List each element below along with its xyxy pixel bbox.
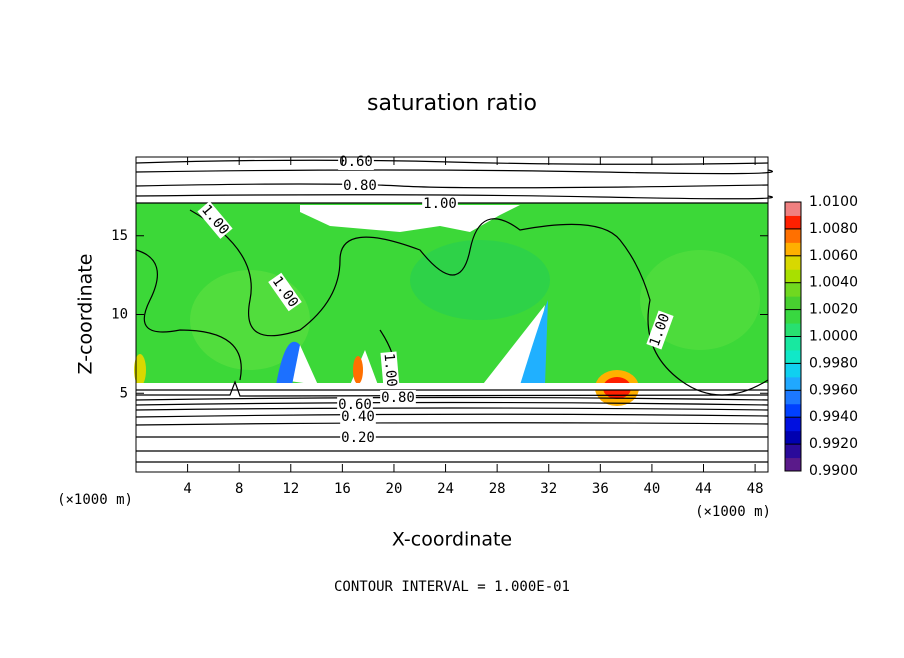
- contour-label: 0.40: [341, 409, 375, 425]
- colorbar-tick-label: 0.9900: [809, 463, 858, 479]
- colorbar-band: [785, 336, 801, 351]
- contour-label-bg: [340, 409, 376, 425]
- x-unit-label: (×1000 m): [695, 504, 771, 520]
- colorbar-band: [785, 255, 801, 270]
- contour-line: [135, 396, 769, 401]
- contour-line: [135, 407, 769, 411]
- colorbar-tick-label: 0.9960: [809, 382, 858, 398]
- colorbar-band: [785, 309, 801, 324]
- colorbar-tick-label: 0.9920: [809, 436, 858, 452]
- field-gap: [282, 305, 545, 388]
- colorbar-band: [785, 417, 801, 432]
- colorbar-band: [785, 202, 801, 216]
- contour-label-bg: [342, 178, 378, 194]
- contour-line: [135, 413, 769, 418]
- x-tick-label: 48: [747, 481, 764, 497]
- colorbar-tick-label: 1.0020: [809, 302, 858, 318]
- colorbar-band: [785, 430, 801, 445]
- contour-line: [189, 209, 769, 396]
- field-patch: [134, 354, 146, 386]
- footer-note: CONTOUR INTERVAL = 1.000E-01: [334, 579, 570, 595]
- colorbar-tick-label: 0.9980: [809, 355, 858, 371]
- contour-line: [135, 183, 769, 189]
- colorbar-band: [785, 282, 801, 297]
- y-tick-label: 10: [111, 307, 128, 323]
- colorbar-band: [785, 457, 801, 472]
- colorbar-band: [785, 215, 801, 230]
- field-patch: [353, 356, 363, 384]
- x-tick-label: 16: [334, 481, 351, 497]
- contour-label-bg: [422, 196, 458, 212]
- field-patch: [410, 240, 550, 320]
- colorbar-band: [785, 363, 801, 378]
- contour-line: [135, 422, 769, 426]
- y-axis-label: Z-coordinate: [75, 254, 97, 375]
- colorbar-band: [785, 376, 801, 391]
- contour-label-bg: [380, 351, 400, 389]
- x-tick-label: 36: [592, 481, 609, 497]
- contour-line: [135, 159, 769, 165]
- colorbar-tick-label: 1.0040: [809, 275, 858, 291]
- contour-label: 0.80: [381, 390, 415, 406]
- x-tick-label: 12: [282, 481, 299, 497]
- colorbar-band: [785, 444, 801, 459]
- contour-line: [135, 401, 769, 406]
- x-tick-label: 32: [540, 481, 557, 497]
- contour-line: [136, 380, 769, 397]
- colorbar-band: [785, 390, 801, 405]
- contour-label-bg: [197, 201, 233, 239]
- contour-label-bg: [268, 272, 302, 312]
- colorbar-band: [785, 242, 801, 257]
- colorbar-band: [785, 269, 801, 284]
- x-axis-label: X-coordinate: [392, 529, 512, 551]
- colorbar-tick-label: 1.0100: [809, 194, 858, 210]
- contour-label: 0.80: [343, 178, 377, 194]
- colorbar-tick-label: 0.9940: [809, 409, 858, 425]
- chart-title: saturation ratio: [367, 91, 537, 116]
- x-tick-label: 8: [235, 481, 243, 497]
- x-tick-label: 4: [183, 481, 191, 497]
- contour-label-bg: [646, 310, 674, 350]
- contour-label-bg: [338, 154, 374, 170]
- field-gap: [136, 383, 768, 390]
- contour-line: [135, 169, 774, 175]
- contour-label: 1.00: [423, 196, 457, 212]
- field-gap: [300, 205, 520, 232]
- colorbar-tick-label: 1.0060: [809, 248, 858, 264]
- contour-line: [135, 249, 242, 381]
- colorbar-band: [785, 403, 801, 418]
- field-patch: [276, 341, 300, 385]
- contour-label-bg: [380, 390, 416, 406]
- x-unit-label: (×1000 m): [57, 492, 133, 508]
- colorbar-band: [785, 323, 801, 337]
- x-tick-label: 20: [386, 481, 403, 497]
- colorbar-tick-label: 1.0000: [809, 329, 858, 345]
- field: [134, 159, 774, 463]
- x-tick-label: 24: [437, 481, 454, 497]
- x-tick-label: 40: [643, 481, 660, 497]
- y-tick-label: 5: [120, 385, 128, 401]
- field-patch: [520, 300, 548, 385]
- contour-label-bg: [340, 430, 376, 446]
- colorbar-band: [785, 349, 801, 364]
- y-tick-label: 15: [111, 228, 128, 244]
- x-tick-label: 44: [695, 481, 712, 497]
- colorbar-tick-label: 1.0080: [809, 221, 858, 237]
- contour-label: 0.60: [339, 154, 373, 170]
- x-tick-label: 28: [489, 481, 506, 497]
- contour-label: 0.20: [341, 430, 375, 446]
- colorbar-band: [785, 228, 801, 243]
- colorbar-band: [785, 296, 801, 311]
- contour-line: [135, 194, 774, 200]
- contour-label: 1.00: [381, 353, 400, 388]
